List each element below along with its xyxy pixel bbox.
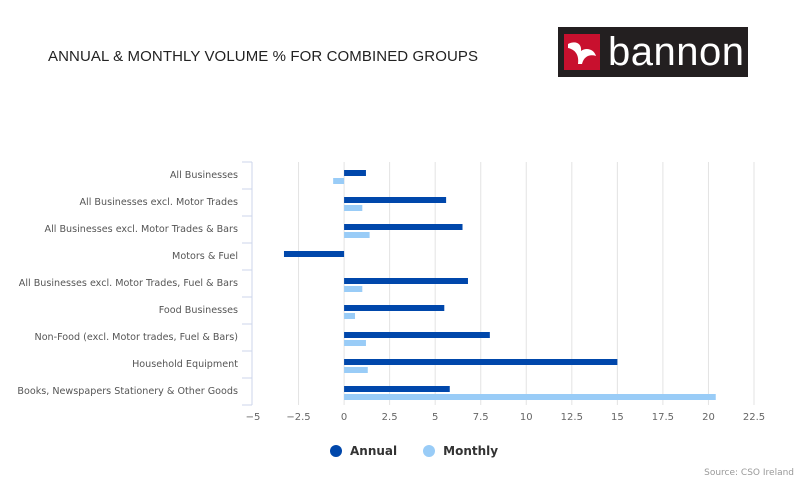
- bar-annual[interactable]: [344, 359, 618, 365]
- bar-annual[interactable]: [283, 251, 345, 257]
- x-tick-label: 15: [610, 412, 624, 423]
- legend-item-monthly[interactable]: Monthly: [423, 444, 498, 458]
- x-tick-label: 12.5: [560, 412, 583, 423]
- bar-monthly[interactable]: [344, 286, 363, 292]
- source-note: Source: CSO Ireland: [704, 468, 794, 478]
- bar-monthly[interactable]: [344, 394, 716, 400]
- bar-annual[interactable]: [344, 197, 447, 203]
- x-tick-label: 0: [340, 412, 348, 423]
- bar-annual[interactable]: [344, 386, 450, 392]
- bar-monthly[interactable]: [344, 232, 370, 238]
- legend-dot-icon: [423, 445, 436, 457]
- category-label: All Businesses excl. Motor Trades: [79, 197, 238, 208]
- bannon-logo: bannon: [558, 27, 748, 77]
- category-label: All Businesses excl. Motor Trades, Fuel …: [18, 278, 238, 289]
- category-label: Books, Newspapers Stationery & Other Goo…: [17, 386, 238, 397]
- logo-mark-icon: [564, 34, 600, 70]
- category-label: Food Businesses: [158, 305, 238, 316]
- bar-annual[interactable]: [344, 305, 445, 311]
- x-tick-label: 22.5: [742, 412, 766, 423]
- x-tick-label: −2.5: [286, 412, 311, 423]
- legend-dot-icon: [330, 445, 342, 457]
- bar-monthly[interactable]: [344, 367, 368, 373]
- legend-label: Monthly: [443, 444, 499, 458]
- category-label: All Businesses excl. Motor Trades & Bars: [44, 224, 239, 235]
- x-tick-label: −5: [245, 412, 261, 423]
- bar-monthly[interactable]: [344, 313, 356, 319]
- bar-monthly[interactable]: [333, 178, 345, 184]
- x-tick-label: 10: [519, 412, 533, 423]
- bar-monthly[interactable]: [344, 205, 363, 211]
- category-label: Household Equipment: [132, 359, 238, 370]
- x-tick-label: 7.5: [472, 412, 489, 423]
- legend-label: Annual: [350, 444, 398, 458]
- x-tick-label: 5: [431, 412, 439, 423]
- bar-monthly[interactable]: [344, 340, 366, 346]
- bar-annual[interactable]: [344, 224, 463, 230]
- logo-text: bannon: [608, 30, 745, 74]
- category-label: Non-Food (excl. Motor trades, Fuel & Bar…: [34, 332, 238, 343]
- x-tick-label: 17.5: [651, 412, 675, 423]
- legend-item-annual[interactable]: Annual: [330, 444, 397, 458]
- bar-annual[interactable]: [344, 332, 490, 338]
- category-label: All Businesses: [169, 170, 238, 181]
- chart-legend: Annual Monthly: [330, 444, 524, 458]
- x-tick-label: 20: [702, 412, 715, 423]
- x-tick-label: 2.5: [381, 412, 398, 423]
- category-label: Motors & Fuel: [172, 251, 238, 262]
- chart-title: ANNUAL & MONTHLY VOLUME % FOR COMBINED G…: [48, 48, 479, 65]
- bar-annual[interactable]: [344, 278, 468, 284]
- bar-annual[interactable]: [344, 170, 366, 176]
